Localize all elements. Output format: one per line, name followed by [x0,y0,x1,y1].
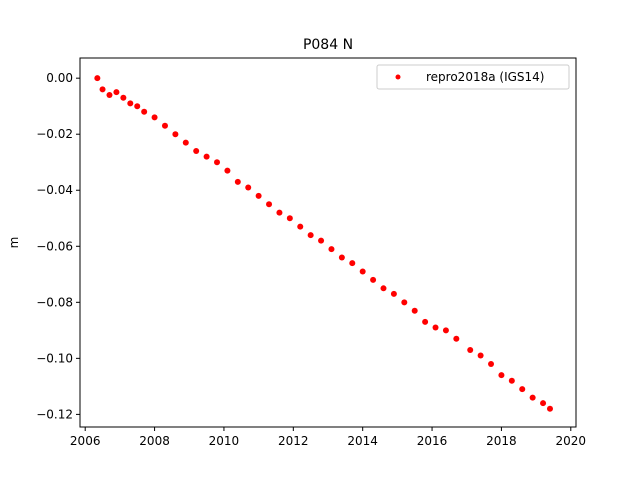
data-point [106,91,113,98]
data-point [151,114,158,121]
data-point [266,201,273,208]
data-point [172,131,179,138]
data-point [432,324,439,331]
y-tick-label: −0.04 [36,183,73,197]
y-tick-label: −0.10 [36,351,73,365]
x-tick-label: 2018 [486,434,517,448]
data-point [297,223,304,230]
legend-marker [395,74,401,80]
data-point [477,352,484,359]
y-axis: 0.00 −0.02 −0.04 −0.06 −0.08 −0.10 −0.12 [36,71,80,421]
data-point [99,86,106,93]
x-tick-label: 2014 [347,434,378,448]
data-point [349,260,356,267]
data-point [529,394,536,401]
data-point [508,377,515,384]
data-point [307,232,314,239]
data-point [442,327,449,334]
data-point [161,122,168,129]
data-point [519,386,526,393]
data-point [453,335,460,342]
x-axis: 2006 2008 2010 2012 2014 2016 2018 2020 [70,427,586,448]
data-point [390,290,397,297]
data-point [422,318,429,325]
data-point [488,360,495,367]
data-point [359,268,366,275]
data-point [467,346,474,353]
data-point [94,75,101,82]
legend-box [376,64,570,90]
data-point [401,299,408,306]
plot-frame [79,57,577,428]
data-point [245,184,252,191]
data-point [141,108,148,115]
x-tick-label: 2010 [209,434,240,448]
y-tick-label: −0.06 [36,239,73,253]
data-point [498,372,505,379]
data-point [318,237,325,244]
y-tick-label: −0.02 [36,127,73,141]
data-point [203,153,210,160]
chart-title: P084 N [303,37,353,53]
x-tick-label: 2006 [70,434,101,448]
x-tick-label: 2008 [139,434,170,448]
x-tick-label: 2012 [278,434,309,448]
data-point [113,89,120,96]
data-point [546,405,553,412]
data-point [276,209,283,216]
data-point [234,178,241,185]
x-tick-label: 2016 [417,434,448,448]
data-point [370,276,377,283]
data-point [411,307,418,314]
data-point [120,94,127,101]
data-point [182,139,189,146]
data-point [255,192,262,199]
data-point [328,246,335,253]
y-axis-label: m [7,237,21,249]
x-tick-label: 2020 [556,434,587,448]
data-point [193,148,200,155]
data-point [127,100,134,107]
y-tick-label: −0.08 [36,295,73,309]
y-tick-label: −0.12 [36,407,73,421]
data-point [214,159,221,166]
data-point [134,103,141,110]
legend: repro2018a (IGS14) [376,64,570,90]
data-point [224,167,231,174]
data-point [540,400,547,407]
data-points [94,75,553,412]
data-point [380,285,387,292]
data-point [286,215,293,222]
legend-label: repro2018a (IGS14) [426,70,544,84]
data-point [338,254,345,261]
y-tick-label: 0.00 [46,71,73,85]
